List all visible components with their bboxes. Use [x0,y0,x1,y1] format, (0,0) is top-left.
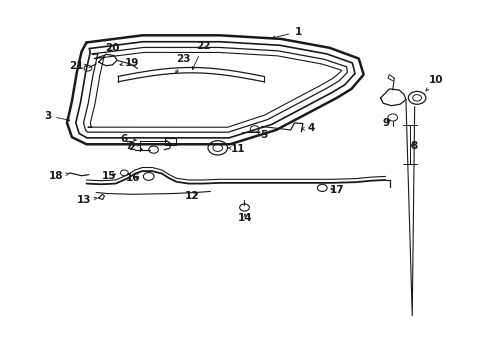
Text: 22: 22 [192,41,210,69]
Text: 1: 1 [272,27,301,39]
Text: 6: 6 [120,134,136,144]
Text: 12: 12 [185,191,199,201]
Text: 21: 21 [69,62,87,71]
Text: 3: 3 [44,111,70,121]
Text: 23: 23 [176,54,191,73]
Text: 8: 8 [409,141,416,151]
Text: 20: 20 [105,43,119,53]
Text: 13: 13 [77,195,97,205]
Text: 4: 4 [301,123,315,133]
Text: 9: 9 [382,118,389,128]
Text: 15: 15 [102,171,116,181]
Text: 18: 18 [48,171,69,181]
Text: 5: 5 [257,130,267,140]
Text: 16: 16 [125,173,140,183]
Text: 7: 7 [125,141,140,151]
Text: 10: 10 [425,75,443,91]
Text: 14: 14 [238,212,252,222]
Text: 17: 17 [329,185,344,195]
Text: 19: 19 [120,58,139,68]
Text: 11: 11 [227,144,244,154]
Text: 2: 2 [128,142,142,152]
